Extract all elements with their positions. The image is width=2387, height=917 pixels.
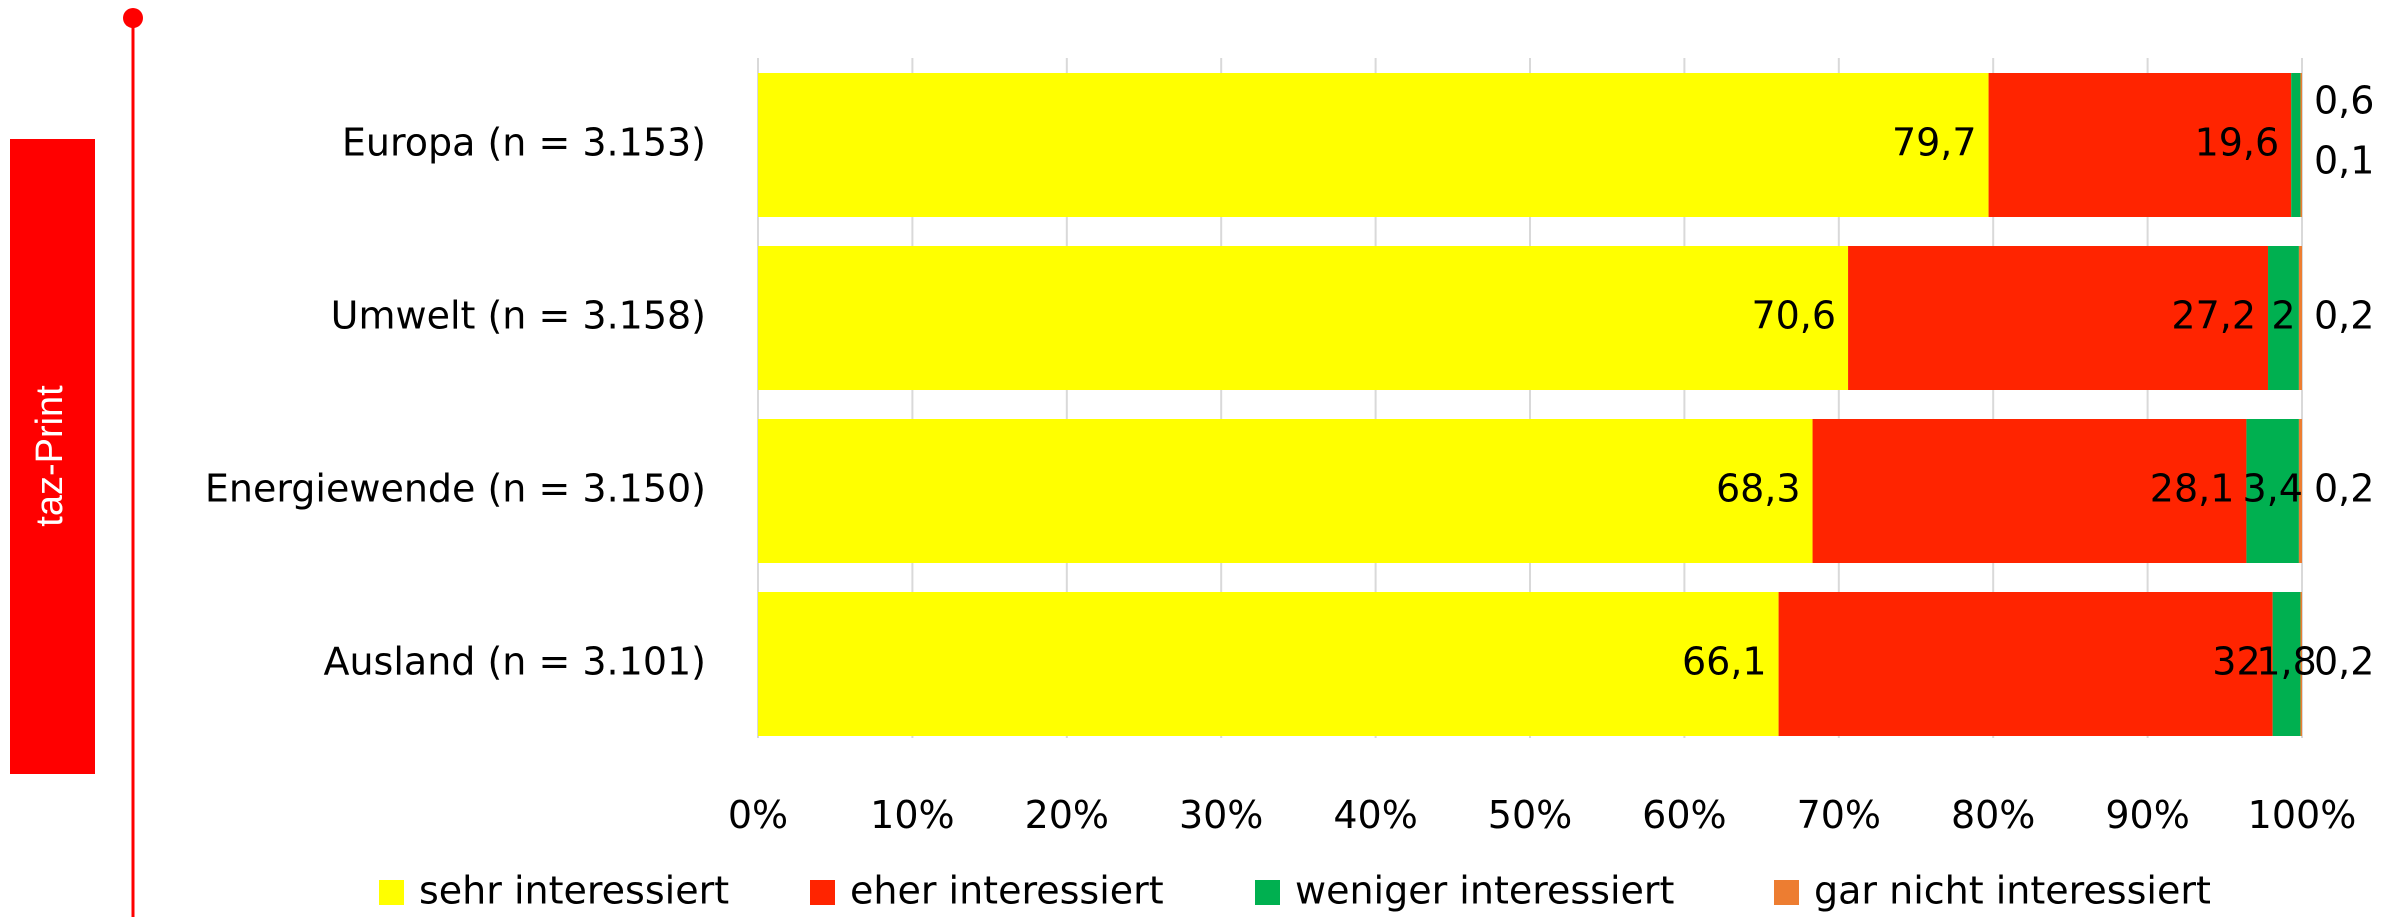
bar-segment <box>1988 73 2292 217</box>
legend-swatch <box>1774 880 1799 905</box>
value-label: 0,2 <box>2314 294 2374 338</box>
timeline-dot <box>123 8 143 28</box>
legend-swatch <box>810 880 835 905</box>
category-label: Energiewende (n = 3.150) <box>205 467 706 511</box>
value-label: 19,6 <box>2195 121 2280 165</box>
bar-segment <box>758 419 1813 563</box>
bar-segment <box>1778 592 2273 736</box>
value-label: 70,6 <box>1751 294 1836 338</box>
value-label: 0,6 <box>2314 79 2374 123</box>
bar-segment <box>2246 419 2299 563</box>
bar-segment <box>758 246 1849 390</box>
value-label: 32 <box>2212 640 2260 684</box>
legend-label: gar nicht interessiert <box>1814 869 2211 913</box>
category-label: Europa (n = 3.153) <box>342 121 706 165</box>
x-tick-label: 30% <box>1179 793 1263 837</box>
bar-segment <box>1812 419 2247 563</box>
bar-segment <box>758 73 1989 217</box>
side-tab <box>10 139 95 774</box>
x-tick-label: 0% <box>728 793 788 837</box>
category-label: Ausland (n = 3.101) <box>323 640 706 684</box>
x-tick-label: 100% <box>2248 793 2357 837</box>
x-tick-label: 70% <box>1797 793 1881 837</box>
legend-swatch <box>1255 880 1280 905</box>
bar-segment <box>2300 592 2302 736</box>
x-tick-label: 10% <box>870 793 954 837</box>
legend: sehr interessiert eher interessiert wenige… <box>379 869 2211 913</box>
bar-segment <box>2268 246 2299 390</box>
bar-segment <box>758 592 1779 736</box>
legend-label: weniger interessiert <box>1295 869 1674 913</box>
value-label: 2 <box>2271 294 2295 338</box>
legend-label: eher interessiert <box>850 869 1164 913</box>
legend-label: sehr interessiert <box>419 869 729 913</box>
bar-segment <box>2298 419 2302 563</box>
category-label: Umwelt (n = 3.158) <box>331 294 706 338</box>
x-tick-label: 80% <box>1951 793 2035 837</box>
value-label: 68,3 <box>1716 467 1801 511</box>
bar-segment <box>2298 246 2302 390</box>
value-label: 28,1 <box>2150 467 2235 511</box>
value-label: 3,4 <box>2242 467 2302 511</box>
value-label: 0,1 <box>2314 139 2374 183</box>
value-label: 66,1 <box>1682 640 1767 684</box>
x-tick-label: 20% <box>1025 793 1109 837</box>
x-tick-labels: 0% 10% 20% 30% 40% 50% 60% 70% 80% 90% 100% <box>728 793 2356 837</box>
value-label: 79,7 <box>1892 121 1977 165</box>
value-label: 27,2 <box>2171 294 2256 338</box>
x-tick-label: 60% <box>1642 793 1726 837</box>
x-tick-label: 40% <box>1333 793 1417 837</box>
value-label: 1,8 <box>2256 640 2316 684</box>
value-label: 0,2 <box>2314 467 2374 511</box>
bars: 79,7 19,6 0,6 0,1 70,6 27,2 2 0,2 68,3 28,1 3,4 0,2… <box>758 73 2374 736</box>
bar-segment <box>2291 73 2301 217</box>
side-tab-label: taz-Print <box>29 385 71 527</box>
bar-segment <box>1848 246 2269 390</box>
x-tick-label: 90% <box>2105 793 2189 837</box>
bar-segment <box>2300 73 2302 217</box>
x-tick-label: 50% <box>1488 793 1572 837</box>
bar-segment <box>2272 592 2301 736</box>
value-label: 0,2 <box>2314 640 2374 684</box>
legend-swatch <box>379 880 404 905</box>
category-labels: Europa (n = 3.153) Umwelt (n = 3.158) Ener… <box>205 121 706 684</box>
